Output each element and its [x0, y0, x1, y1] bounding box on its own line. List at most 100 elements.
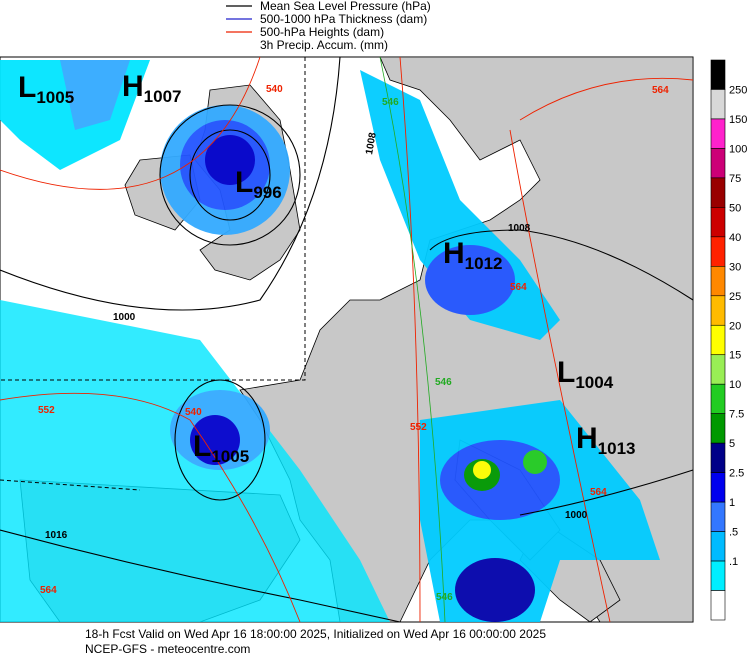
- contour-label: 564: [652, 85, 669, 96]
- pressure-centers: L1005 H1007 L996 H1012 L1004 L1005 H1013: [18, 70, 636, 466]
- colorbar-band: [710, 207, 726, 238]
- contour-label: 1000: [565, 510, 588, 521]
- height-contour: [519, 77, 694, 121]
- precip-area: [455, 558, 535, 622]
- pressure-center: L996: [235, 166, 282, 202]
- colorbar-label: 40: [729, 232, 741, 244]
- height-contour: [399, 56, 421, 623]
- thickness-contours: [379, 56, 446, 623]
- center-letter: L: [557, 356, 575, 389]
- colorbar-band: [710, 560, 726, 591]
- colorbar-label: 15: [729, 350, 741, 362]
- height-contours: [0, 56, 694, 623]
- colorbar-band: [710, 89, 726, 120]
- colorbar-band: [710, 472, 726, 503]
- colorbar-band: [710, 413, 726, 444]
- colorbar-label: 50: [729, 202, 741, 214]
- isobar: [189, 129, 271, 221]
- center-letter: L: [235, 166, 253, 199]
- center-value: 1005: [211, 447, 249, 466]
- contour-label: 540: [185, 407, 202, 418]
- pressure-center: H1013: [576, 422, 636, 458]
- colorbar-band: [710, 354, 726, 385]
- thickness-contour: [379, 56, 446, 623]
- center-value: 996: [253, 183, 281, 202]
- colorbar-band: [710, 118, 726, 149]
- precip-area: [205, 135, 255, 185]
- center-value: 1007: [144, 87, 182, 106]
- center-letter: L: [193, 430, 211, 463]
- colorbar-band: [710, 383, 726, 414]
- pressure-center: L1004: [557, 356, 614, 392]
- contour-labels: 1000 1008 1008 1016 1000 540 540 546 546…: [38, 84, 669, 603]
- contour-label: 564: [590, 487, 607, 498]
- colorbar-band: [710, 295, 726, 326]
- colorbar-label: 75: [729, 173, 741, 185]
- colorbar: 250 150 100 75 50 40 30 25 20 15 10 7.5 5 2.5 1 .5 .1: [710, 59, 747, 621]
- footer-line: 18-h Fcst Valid on Wed Apr 16 18:00:00 2…: [85, 627, 546, 641]
- center-value: 1013: [598, 439, 636, 458]
- colorbar-label: 2.5: [729, 468, 744, 480]
- height-contour: [509, 129, 611, 623]
- colorbar-band: [710, 442, 726, 473]
- pressure-center: H1007: [122, 70, 182, 106]
- center-letter: H: [576, 422, 598, 455]
- colorbar-label: .1: [729, 556, 738, 568]
- contour-label: 564: [510, 282, 527, 293]
- contour-label: 546: [382, 97, 399, 108]
- colorbar-label: 10: [729, 379, 741, 391]
- colorbar-label: 20: [729, 320, 741, 332]
- isobar: [159, 104, 301, 246]
- precip-area: [473, 461, 491, 479]
- contour-label: 552: [38, 405, 55, 416]
- colorbar-band: [710, 266, 726, 297]
- colorbar-band: [710, 324, 726, 356]
- colorbar-band: [710, 177, 726, 208]
- legend: Mean Sea Level Pressure (hPa)500-1000 hP…: [226, 0, 431, 52]
- footer-line: NCEP-GFS - meteocentre.com: [85, 642, 250, 655]
- legend-label: 3h Precip. Accum. (mm): [260, 38, 388, 52]
- colorbar-label: 5: [729, 438, 735, 450]
- colorbar-label: 25: [729, 291, 741, 303]
- colorbar-label: 250: [729, 84, 747, 96]
- precip-area: [523, 450, 547, 474]
- center-letter: H: [122, 70, 144, 103]
- center-letter: H: [443, 237, 465, 270]
- height-contour: [0, 392, 301, 623]
- colorbar-band: [710, 531, 726, 562]
- colorbar-band: [710, 590, 726, 621]
- contour-label: 540: [266, 84, 283, 95]
- contour-label: 1008: [508, 223, 531, 234]
- contour-label: 552: [410, 422, 427, 433]
- precip-area: [440, 440, 560, 520]
- precip-area: [425, 245, 515, 315]
- contour-label: 1008: [364, 131, 379, 155]
- precip-area: [60, 60, 130, 130]
- colorbar-label: .5: [729, 527, 738, 539]
- colorbar-label: 1: [729, 497, 735, 509]
- colorbar-label: 7.5: [729, 409, 744, 421]
- contour-label: 1000: [113, 312, 136, 323]
- colorbar-label: 100: [729, 143, 747, 155]
- center-letter: L: [18, 71, 36, 104]
- contour-label: 546: [436, 592, 453, 603]
- isobar: [429, 229, 694, 301]
- colorbar-band: [710, 148, 726, 179]
- pressure-center: H1012: [443, 237, 503, 273]
- map-border: [0, 57, 306, 491]
- colorbar-label: 150: [729, 114, 747, 126]
- colorbar-label: 30: [729, 261, 741, 273]
- contour-label: 564: [40, 585, 57, 596]
- isobar: [0, 529, 401, 623]
- center-value: 1012: [465, 254, 503, 273]
- contour-label: 1016: [45, 530, 68, 541]
- colorbar-band: [710, 501, 726, 532]
- pressure-center: L1005: [18, 71, 74, 107]
- legend-label: Mean Sea Level Pressure (hPa): [260, 0, 431, 13]
- precip-area: [190, 415, 240, 465]
- precipitation: [0, 60, 660, 622]
- legend-label: 500-hPa Heights (dam): [260, 25, 384, 39]
- contour-label: 546: [435, 377, 452, 388]
